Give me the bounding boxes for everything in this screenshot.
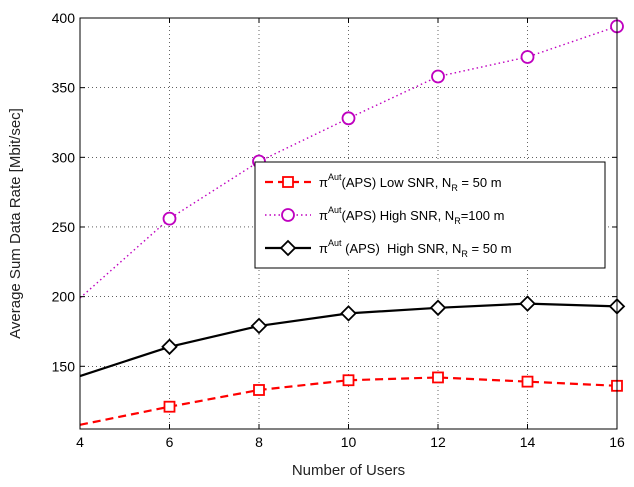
- legend-text-sup: Aut: [328, 205, 342, 215]
- data-point: [521, 375, 534, 388]
- y-tick-label: 350: [52, 80, 76, 96]
- x-tick-label: 16: [609, 434, 625, 450]
- legend-box: [254, 161, 606, 269]
- legend-text-sub: R: [454, 216, 461, 226]
- y-tick-label: 400: [52, 10, 76, 26]
- legend-marker: [279, 239, 297, 257]
- legend-text-post: = 50 m: [468, 241, 512, 256]
- legend-entry: πAut (APS) High SNR, NR = 50 m: [319, 238, 512, 259]
- data-point: [341, 111, 356, 126]
- data-point: [253, 384, 265, 396]
- x-tick-label: 12: [430, 434, 446, 450]
- y-tick-label: 300: [52, 149, 76, 165]
- data-point: [340, 305, 357, 322]
- data-point: [432, 371, 444, 384]
- x-tick-label: 8: [255, 434, 263, 450]
- legend-entry: πAut(APS) Low SNR, NR = 50 m: [319, 172, 502, 193]
- y-tick-label: 200: [52, 289, 76, 305]
- data-point: [163, 400, 176, 413]
- x-tick-label: 14: [520, 434, 536, 450]
- data-point: [431, 69, 445, 84]
- data-point: [519, 295, 536, 312]
- x-tick-label: 10: [341, 434, 357, 450]
- y-tick-label: 150: [52, 358, 76, 374]
- legend-text-pre: (APS) High SNR, N: [342, 208, 455, 223]
- series-layer: [79, 19, 626, 426]
- series-diamond: [79, 295, 626, 378]
- legend-text-sub: R: [461, 249, 468, 259]
- data-point: [162, 211, 177, 226]
- ticks: 4 6 8 10 12 14 16 150 200 250 300 350 400: [52, 10, 625, 450]
- legend-text-pre: (APS) High SNR, N: [342, 241, 462, 256]
- legend-marker: [282, 176, 294, 188]
- legend-marker: [281, 208, 295, 222]
- legend-entry: πAut(APS) High SNR, NR=100 m: [319, 205, 504, 226]
- data-point: [161, 338, 178, 356]
- legend-text-sup: Aut: [328, 172, 342, 182]
- legend-text-pre: (APS) Low SNR, N: [342, 175, 452, 190]
- series-square: [79, 371, 623, 426]
- legend-text-sub: R: [451, 183, 458, 193]
- series-circle: [79, 19, 624, 299]
- data-point: [250, 317, 268, 335]
- data-point: [429, 299, 447, 317]
- data-point: [342, 374, 355, 387]
- legend-text-post: =100 m: [461, 208, 505, 223]
- x-tick-label: 4: [76, 434, 84, 450]
- y-tick-label: 250: [52, 219, 76, 235]
- legend-text-sup: Aut: [328, 238, 342, 248]
- legend-text-sym: π: [319, 208, 328, 223]
- x-tick-label: 6: [166, 434, 174, 450]
- legend-text-post: = 50 m: [458, 175, 502, 190]
- x-axis-label: Number of Users: [292, 462, 405, 479]
- legend-text-sym: π: [319, 175, 328, 190]
- legend-text-sym: π: [319, 241, 328, 256]
- data-point: [520, 50, 535, 64]
- y-axis-label: Average Sum Data Rate [Mbit/sec]: [7, 108, 24, 339]
